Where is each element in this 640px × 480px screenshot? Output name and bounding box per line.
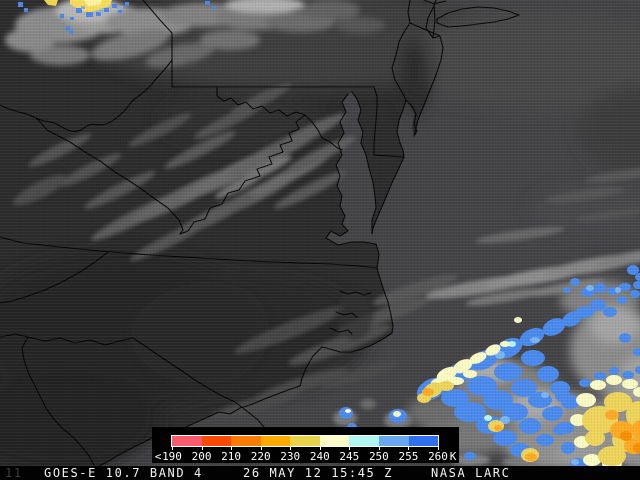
colorbar-segment (408, 436, 439, 446)
colorbar-tick-label: 220 (250, 450, 271, 463)
status-faint-text: 11 (5, 466, 23, 480)
colorbar-labels: 190 200 210 220 230 240 245 250 255 260 < K (152, 427, 459, 463)
colorbar-tick-label: 200 (191, 450, 212, 463)
cloud-layer-enhanced (18, 0, 640, 479)
colorbar-tick (260, 447, 262, 450)
instrument-label: GOES-E 10.7 BAND 4 (44, 466, 203, 480)
colorbar-tick-label: 230 (280, 450, 301, 463)
border-tn-nc (0, 251, 109, 304)
colorbar-tick-label: 190 (162, 450, 182, 463)
colorbar-gradient-bar (171, 435, 439, 447)
colorbar-segment (231, 436, 261, 446)
coast-long-island (423, 0, 520, 28)
coast-delaware-bay (396, 99, 407, 158)
colorbar-ticks (152, 427, 459, 463)
timestamp-label: 26 MAY 12 15:45 Z (243, 466, 394, 480)
colorbar-tick (438, 447, 439, 450)
border-potomac (216, 95, 343, 151)
colorbar-less-than-symbol: < (154, 450, 162, 463)
coast-chesapeake-west (325, 93, 377, 246)
colorbar-tick (201, 447, 203, 450)
colorbar-segment (319, 436, 350, 446)
status-bar: 11 GOES-E 10.7 BAND 4 26 MAY 12 15:45 Z … (0, 466, 640, 480)
agency-label: NASA LARC (431, 466, 511, 480)
colorbar-segment (172, 436, 202, 446)
colorbar-tick (408, 447, 410, 450)
colorbar-tick-label: 260 (428, 450, 448, 463)
colorbar-tick-label: 240 (309, 450, 330, 463)
colorbar-tick (319, 447, 321, 450)
border-ohio-river (0, 59, 173, 132)
colorbar-tick-label: 250 (368, 450, 389, 463)
colorbar-segment (378, 436, 409, 446)
colorbar-tick (290, 447, 292, 450)
border-wv-va (179, 114, 306, 235)
border-md-de (373, 86, 405, 158)
colorbar-unit-label: K (449, 450, 457, 463)
colorbar-tick (378, 447, 380, 450)
coast-nc-sounds (329, 290, 372, 335)
colorbar-tick (231, 447, 233, 450)
coast-nc-sc (98, 243, 394, 467)
colorbar-segment (349, 436, 379, 446)
coast-nj-ny (391, 0, 444, 137)
colorbar-tick-label: 210 (221, 450, 242, 463)
coast-delmarva (351, 91, 405, 235)
temperature-colorbar: 190 200 210 220 230 240 245 250 255 260 < K (152, 427, 459, 463)
colorbar-tick-label: 255 (398, 450, 419, 463)
border-va-nc (0, 236, 378, 269)
border-wv-ky-va (35, 117, 184, 235)
colorbar-tick (349, 447, 351, 450)
colorbar-segment (290, 436, 320, 446)
colorbar-segment (260, 436, 291, 446)
border-nc-sc (0, 333, 265, 428)
colorbar-tick-label: 245 (339, 450, 360, 463)
colorbar-segment (201, 436, 232, 446)
border-ga-sc (21, 336, 95, 466)
state-borders (0, 0, 520, 467)
colorbar-tick (172, 447, 173, 450)
